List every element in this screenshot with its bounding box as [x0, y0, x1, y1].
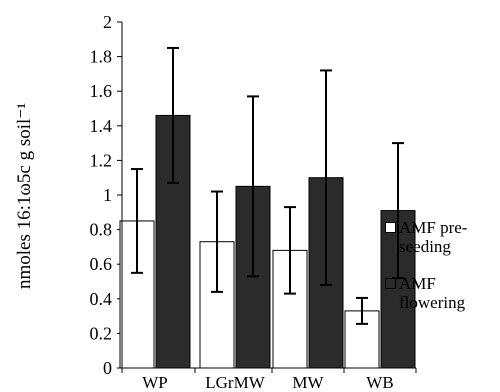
y-tick-label: 1.8 — [90, 47, 113, 67]
error-bar — [247, 95, 259, 278]
y-axis-label: nmoles 16:1ω5c g soil⁻¹ — [14, 103, 35, 289]
x-tick-label: WB — [366, 373, 393, 392]
legend-swatch-flowering — [385, 278, 396, 289]
x-tick-label: MW — [292, 373, 324, 392]
legend-label-flowering: AMF flowering — [399, 274, 466, 312]
error-bars — [131, 46, 404, 325]
y-tick-label: 1 — [103, 185, 112, 205]
error-bar — [211, 190, 223, 293]
y-tick-label: 0.8 — [90, 220, 113, 240]
x-axis-labels: WP LGrMW MW WB — [121, 368, 417, 392]
y-tick-label: 1.2 — [90, 150, 113, 170]
y-axis-ticks: 0 0.2 0.4 0.6 0.8 1 1.2 1.4 1.6 1.8 2 — [90, 12, 122, 378]
x-tick-label: LGrMW — [205, 373, 265, 392]
bars — [119, 114, 416, 369]
error-bar — [356, 296, 368, 325]
error-bar — [320, 69, 332, 286]
x-tick-label: WP — [142, 373, 168, 392]
y-tick-label: 0.4 — [90, 289, 113, 309]
y-tick-label: 0 — [103, 358, 112, 378]
y-tick-label: 2 — [103, 12, 112, 32]
legend-swatch-pre-seeding — [385, 222, 396, 233]
y-tick-label: 1.6 — [90, 81, 113, 101]
y-tick-label: 1.4 — [90, 116, 113, 136]
legend-label-pre-seeding: AMF pre-seeding — [399, 218, 468, 256]
error-bar — [131, 168, 143, 274]
y-tick-label: 0.6 — [90, 254, 113, 274]
y-tick-label: 0.2 — [90, 323, 113, 343]
error-bar — [167, 46, 179, 184]
error-bar — [284, 206, 296, 295]
